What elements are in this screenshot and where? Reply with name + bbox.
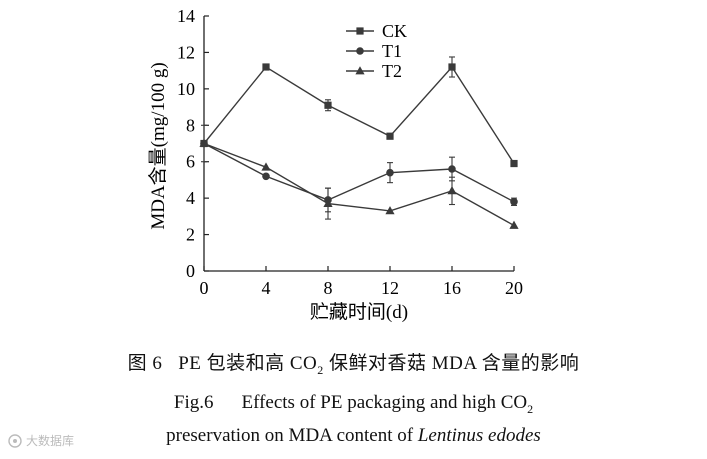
series-t2 — [199, 138, 519, 229]
x-tick-label: 12 — [381, 278, 399, 298]
x-tick-label: 0 — [200, 278, 209, 298]
legend-marker — [356, 27, 364, 35]
legend-label: CK — [382, 21, 407, 41]
y-tick-label: 14 — [177, 6, 195, 26]
caption-english-line1: Fig.6 Effects of PE packaging and high CO… — [0, 392, 707, 417]
data-point-t1 — [510, 197, 518, 206]
caption-en-line2: preservation on MDA content of — [166, 425, 418, 446]
legend-label: T1 — [382, 41, 402, 61]
watermark: 大数据库 — [8, 432, 74, 449]
legend-marker — [355, 66, 365, 75]
y-tick-label: 6 — [186, 152, 195, 172]
x-tick-label: 16 — [443, 278, 461, 298]
x-tick-label: 4 — [262, 278, 271, 298]
series-line-t1 — [203, 142, 515, 203]
y-tick-label: 4 — [186, 188, 195, 208]
caption-en-line1: Effects of PE packaging and high CO — [241, 392, 528, 413]
series-line-ck — [203, 65, 515, 164]
legend-marker — [356, 47, 364, 55]
legend-item-t1: T1 — [346, 41, 402, 61]
y-tick-label: 2 — [186, 225, 195, 245]
data-point-ck — [324, 101, 332, 109]
y-tick-label: 10 — [177, 79, 195, 99]
x-axis-label: 贮藏时间(d) — [310, 301, 408, 323]
data-point-t2 — [323, 198, 333, 208]
caption-en-species: Lentinus edodes — [417, 425, 541, 446]
x-tick-label: 8 — [324, 278, 333, 298]
caption-cn-sub: 2 — [317, 362, 324, 377]
data-point-t2 — [447, 186, 457, 195]
y-tick-label: 12 — [177, 42, 195, 62]
data-point-ck — [448, 63, 456, 71]
y-axis-label: MDA含量(mg/100 g) — [147, 62, 169, 229]
series-line-t2 — [203, 142, 515, 227]
series-layer — [199, 56, 519, 229]
caption-chinese: 图 6 PE 包装和高 CO2 保鲜对香菇 MDA 含量的影响 — [0, 348, 707, 378]
caption-english-line2: preservation on MDA content of Lentinus … — [0, 425, 707, 447]
caption-en-sub: 2 — [527, 401, 534, 416]
y-tick-label: 0 — [186, 261, 195, 281]
legend-label: T2 — [382, 61, 402, 81]
data-point-t2 — [261, 162, 271, 171]
caption-cn-text-a: PE 包装和高 CO — [178, 353, 318, 374]
watermark-logo-icon — [8, 433, 22, 448]
caption-en-prefix: Fig.6 — [173, 392, 214, 413]
data-point-t2 — [509, 220, 519, 229]
data-point-ck — [510, 159, 518, 168]
data-point-t1 — [448, 165, 456, 173]
data-point-ck — [262, 63, 270, 71]
data-point-t2 — [199, 138, 209, 147]
axes: 0 2 4 6 8 10 12 14 0 4 8 12 16 20 — [177, 6, 523, 298]
caption-cn-text-b: 保鲜对香菇 MDA 含量的影响 — [323, 353, 580, 374]
y-tick-label: 8 — [186, 115, 195, 135]
data-point-t1 — [262, 172, 270, 181]
data-point-t1 — [386, 168, 394, 177]
data-point-ck — [386, 132, 394, 140]
data-point-t2 — [385, 206, 395, 215]
watermark-text: 大数据库 — [26, 434, 75, 448]
legend-item-ck: CK — [346, 21, 407, 41]
legend-item-t2: T2 — [346, 61, 402, 81]
caption-cn-prefix: 图 6 — [127, 353, 163, 374]
x-tick-label: 20 — [505, 278, 523, 298]
